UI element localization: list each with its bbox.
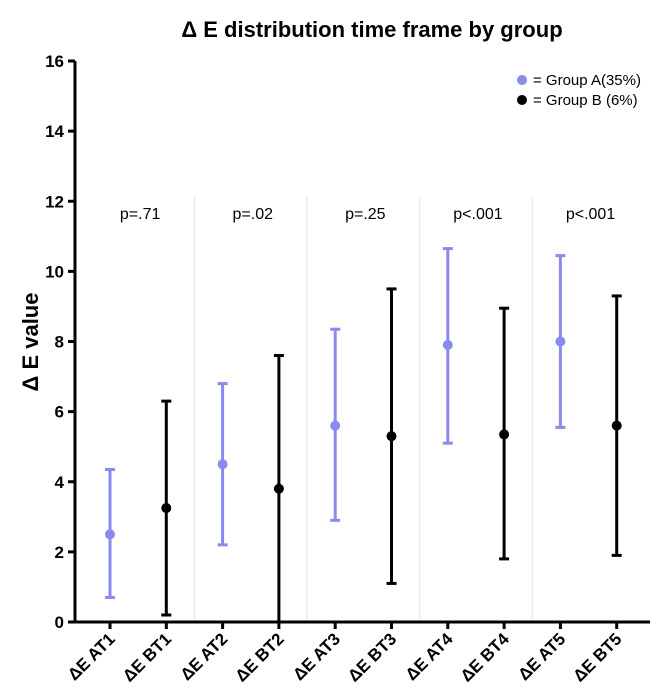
p-value-label: p=.25 — [345, 206, 386, 223]
series-group-b — [161, 287, 622, 624]
y-ticks: 0 2 4 6 8 10 12 14 16 — [45, 52, 75, 632]
y-tick-label: 0 — [55, 613, 64, 632]
x-tick-label: ΔE AT2 — [177, 629, 232, 684]
mean-point — [442, 340, 453, 351]
x-tick-label: ΔE BT2 — [232, 629, 288, 685]
legend-marker — [517, 75, 527, 85]
mean-point — [386, 431, 397, 442]
mean-point — [555, 336, 566, 347]
x-tick-label: ΔE BT1 — [119, 629, 175, 685]
mean-point — [161, 503, 172, 514]
p-value-label: p=.71 — [120, 206, 161, 223]
y-tick-label: 10 — [45, 262, 64, 281]
mean-point — [105, 529, 115, 540]
series-layer — [105, 247, 622, 624]
mean-point — [217, 459, 228, 470]
mean-point — [273, 483, 284, 494]
p-value-label: p=.02 — [233, 206, 274, 223]
chart-title: Δ E distribution time frame by group — [181, 17, 562, 42]
series-group-a — [105, 247, 566, 599]
y-tick-label: 4 — [55, 473, 65, 492]
mean-point — [499, 429, 510, 440]
x-tick-label: ΔE AT1 — [64, 629, 119, 684]
y-tick-label: 14 — [45, 122, 64, 141]
x-tick-label: ΔE BT4 — [457, 629, 514, 686]
legend-marker — [517, 95, 527, 105]
group-separators — [193, 196, 533, 622]
y-axis-label: Δ E value — [18, 293, 43, 392]
p-value-annotations: p=.71 p=.02 p=.25 p<.001 p<.001 — [120, 206, 615, 223]
x-ticks: ΔE AT1 ΔE BT1 ΔE AT2 ΔE BT2 ΔE AT3 ΔE BT3 ΔE A… — [64, 622, 626, 686]
legend-label: = Group B (6%) — [533, 92, 638, 109]
legend: = Group A(35%) = Group B (6%) — [517, 72, 641, 109]
x-tick-label: ΔE AT5 — [514, 629, 569, 684]
x-tick-label: ΔE BT3 — [344, 629, 400, 685]
x-tick-label: ΔE BT5 — [569, 629, 625, 685]
y-tick-label: 8 — [55, 333, 64, 352]
y-tick-label: 12 — [45, 192, 64, 211]
y-tick-label: 16 — [45, 52, 64, 71]
p-value-label: p<.001 — [453, 206, 502, 223]
mean-point — [330, 420, 341, 431]
y-tick-label: 2 — [55, 543, 64, 562]
legend-label: = Group A(35%) — [533, 72, 641, 89]
x-tick-label: ΔE AT4 — [402, 629, 457, 684]
x-tick-label: ΔE AT3 — [289, 629, 344, 684]
y-tick-label: 6 — [55, 403, 64, 422]
p-value-label: p<.001 — [566, 206, 615, 223]
mean-point — [611, 420, 622, 431]
